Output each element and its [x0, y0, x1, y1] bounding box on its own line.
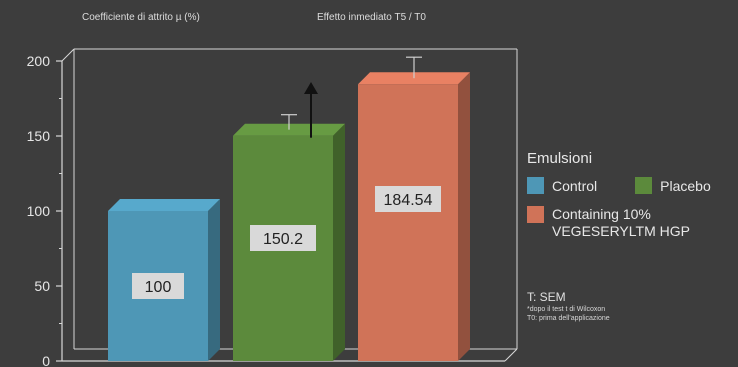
bar-2 [358, 84, 458, 361]
bar-side-1 [333, 123, 345, 361]
value-label-box-0 [132, 273, 184, 299]
note-t0: T0: prima dell'applicazione [527, 315, 610, 322]
note-sem: T: SEM [527, 290, 566, 304]
legend-label-placebo: Placebo [660, 177, 711, 194]
legend: Emulsioni Control Placebo Containing 10%… [527, 150, 737, 252]
y-tick-label-1: 50 [34, 278, 50, 294]
legend-swatch-placebo [635, 177, 653, 194]
legend-label-containing: Containing 10% VEGESERYLTM HGP [552, 206, 690, 240]
bar-side-0 [208, 199, 220, 361]
bar-side-2 [458, 72, 470, 361]
value-label-box-1 [250, 225, 316, 251]
value-label-1: 150.2 [263, 231, 303, 248]
value-label-2: 184.54 [384, 192, 433, 209]
legend-title: Emulsioni [527, 150, 593, 167]
y-tick-label-3: 150 [27, 128, 51, 144]
bar-top-0 [108, 199, 220, 211]
chart-title: Coefficiente di attrito µ (%) [82, 12, 200, 23]
y-tick-label-0: 0 [42, 353, 50, 367]
y-tick-label-2: 100 [27, 203, 51, 219]
value-label-box-2 [375, 186, 441, 212]
value-label-0: 100 [145, 279, 172, 296]
legend-row-1: Control Placebo [527, 177, 737, 194]
legend-swatch-containing [527, 206, 544, 223]
notes: T: SEM *dopo il test t di Wilcoxon T0: p… [527, 290, 610, 322]
significance-arrow-icon [304, 82, 318, 94]
legend-swatch-control [527, 177, 544, 194]
panel-floor-edge [504, 348, 518, 362]
legend-row-2: Containing 10% VEGESERYLTM HGP [527, 206, 737, 240]
note-wilcoxon: *dopo il test t di Wilcoxon [527, 306, 606, 313]
legend-label-control: Control [552, 177, 598, 194]
chart-subtitle: Effetto inmediato T5 / T0 [317, 12, 426, 23]
legend-label-containing-line2: VEGESERYLTM HGP [552, 223, 690, 239]
panel-edge [61, 48, 75, 62]
y-tick-label-4: 200 [27, 53, 51, 69]
legend-label-containing-line1: Containing 10% [552, 206, 651, 222]
